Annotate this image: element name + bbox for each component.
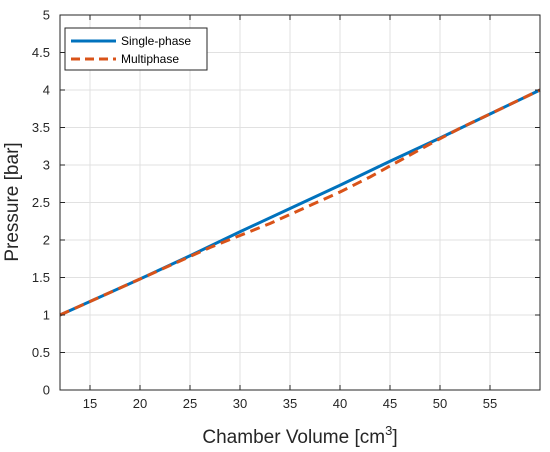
x-tick-label: 30	[233, 396, 247, 411]
x-tick-label: 15	[83, 396, 97, 411]
y-tick-label: 0	[43, 383, 50, 398]
series-layer	[59, 88, 541, 317]
y-tick-label: 4	[43, 83, 50, 98]
y-tick-label: 3	[43, 158, 50, 173]
y-tick-label: 2	[43, 233, 50, 248]
x-tick-label: 35	[283, 396, 297, 411]
y-tick-label: 3.5	[32, 120, 50, 135]
y-tick-label: 1.5	[32, 270, 50, 285]
y-axis-label: Pressure [bar]	[2, 142, 23, 261]
legend-label-single-phase: Single-phase	[121, 34, 191, 48]
y-tick-label: 2.5	[32, 195, 50, 210]
x-tick-label: 25	[183, 396, 197, 411]
y-tick-label: 4.5	[32, 45, 50, 60]
axis-ticks: 15 20 25 30 35 40 45 50 55 0 0.5 1 1.5 2 2.5 3 3.5 4 4.5 5	[32, 8, 540, 411]
y-tick-label: 0.5	[32, 345, 50, 360]
legend-box	[64, 27, 208, 71]
x-tick-label: 55	[483, 396, 497, 411]
x-axis-label: Chamber Volume [cm3]	[202, 423, 397, 448]
legend-label-multiphase: Multiphase	[121, 52, 179, 66]
y-tick-label: 5	[43, 8, 50, 23]
series-line-multiphase	[59, 88, 541, 317]
y-tick-label: 1	[43, 308, 50, 323]
x-tick-label: 45	[383, 396, 397, 411]
x-tick-label: 50	[433, 396, 447, 411]
x-tick-label: 20	[133, 396, 147, 411]
legend: Single-phase Multiphase	[64, 27, 208, 71]
x-tick-label: 40	[333, 396, 347, 411]
